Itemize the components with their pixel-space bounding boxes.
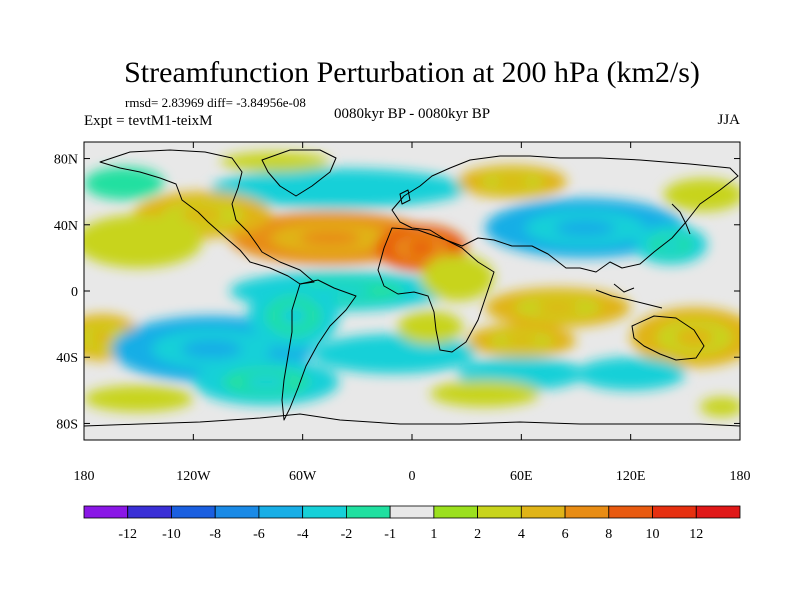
x-axis-ticks: 180 120W 60W 0 60E 120E 180 bbox=[74, 142, 751, 484]
stats-line: rmsd= 2.83969 diff= -3.84956e-08 bbox=[125, 95, 306, 110]
coast-uk bbox=[399, 189, 411, 205]
coast-indonesia bbox=[595, 283, 663, 309]
experiment-label: Expt = tevtM1-teixM bbox=[84, 113, 212, 129]
field-region-s-indian-pos-core bbox=[504, 335, 538, 346]
colorbar-label: 10 bbox=[646, 527, 660, 542]
colorbar-swatch bbox=[520, 505, 566, 519]
field-region-ne-pacific-pos bbox=[84, 214, 203, 268]
field-layer bbox=[84, 151, 740, 417]
colorbar-label: 2 bbox=[474, 527, 481, 542]
coast-north-america bbox=[99, 149, 315, 285]
colorbar-label: -12 bbox=[118, 527, 137, 542]
field-region-n-america-pos-core bbox=[181, 207, 224, 222]
colorbar-label: 8 bbox=[605, 527, 612, 542]
colorbar-swatch bbox=[83, 505, 129, 519]
x-tick-label: 180 bbox=[74, 469, 95, 484]
map-area bbox=[84, 142, 740, 440]
x-tick-label: 120E bbox=[616, 469, 646, 484]
field-region-s-atlantic-neg bbox=[311, 334, 476, 374]
colorbar-swatch bbox=[652, 505, 697, 519]
field-region-s-pacific-neg-core bbox=[181, 339, 242, 359]
colorbar-swatch bbox=[302, 505, 347, 519]
field-region-s-africa-pos bbox=[397, 310, 464, 344]
coast-south-america bbox=[281, 279, 357, 421]
colorbar-label: 6 bbox=[562, 527, 569, 542]
y-tick-label: 40S bbox=[56, 351, 78, 366]
colorbar-swatch bbox=[695, 505, 741, 519]
colorbar-swatch bbox=[345, 505, 391, 519]
colorbar-swatch bbox=[389, 505, 435, 519]
period-label: 0080kyr BP - 0080kyr BP bbox=[334, 106, 490, 122]
field-region-ne-asia-pos bbox=[663, 178, 740, 212]
field-region-antarctic-pos bbox=[430, 380, 540, 407]
colorbar: -12 -10 -8 -6 -4 -2 -1 1 2 4 6 8 10 12 bbox=[83, 505, 741, 542]
field-region-n-pacific-neg-arc bbox=[84, 166, 165, 200]
colorbar-swatch bbox=[433, 505, 479, 519]
y-axis-ticks: 80N 40N 0 40S 80S bbox=[54, 153, 740, 432]
season-label: JJA bbox=[717, 112, 740, 128]
x-tick-label: 120W bbox=[176, 469, 211, 484]
colorbar-label: 4 bbox=[518, 527, 525, 542]
field-region-s-pacific-neg-2-core bbox=[244, 375, 289, 390]
field-region-s-pacific-w-pos-core bbox=[90, 330, 115, 345]
colorbar-swatch bbox=[608, 505, 653, 519]
x-tick-label: 180 bbox=[730, 469, 751, 484]
y-tick-label: 80N bbox=[54, 153, 78, 168]
colorbar-label: -2 bbox=[341, 527, 353, 542]
colorbar-swatch bbox=[171, 505, 216, 519]
coast-greenland bbox=[261, 149, 337, 197]
field-region-s-america-neg-core bbox=[279, 305, 308, 326]
colorbar-label: -8 bbox=[209, 527, 221, 542]
field-region-africa-e-pos bbox=[421, 254, 494, 301]
colorbar-label: -1 bbox=[384, 527, 396, 542]
x-tick-label: 60E bbox=[510, 469, 533, 484]
field-region-aus-s-neg bbox=[576, 357, 686, 391]
colorbar-label: -6 bbox=[253, 527, 265, 542]
field-region-n-africa-pos-core bbox=[407, 241, 435, 255]
coast-australia bbox=[631, 315, 705, 361]
x-tick-label: 60W bbox=[289, 469, 317, 484]
coast-japan bbox=[671, 203, 691, 235]
field-region-siberia-pos-core bbox=[495, 176, 529, 187]
coast-africa bbox=[377, 227, 495, 353]
y-tick-label: 80S bbox=[56, 417, 78, 432]
colorbar-swatch bbox=[564, 505, 610, 519]
field-region-w-pacific-s-pos-core bbox=[675, 328, 714, 347]
field-region-far-e-pacific-pos bbox=[699, 396, 740, 417]
field-region-w-pacific-neg-core bbox=[659, 238, 682, 251]
colorbar-swatch bbox=[214, 505, 260, 519]
y-tick-label: 40N bbox=[54, 219, 78, 234]
colorbar-swatch bbox=[258, 505, 304, 519]
field-region-asia-neg-core bbox=[555, 219, 616, 238]
colorbar-label: 1 bbox=[430, 527, 437, 542]
field-region-antarctic-pos-w bbox=[84, 385, 194, 412]
coastlines bbox=[84, 149, 740, 427]
field-region-arctic-pos-left bbox=[220, 151, 330, 172]
coast-antarctica bbox=[84, 413, 740, 427]
chart-title: Streamfunction Perturbation at 200 hPa (… bbox=[124, 56, 700, 89]
colorbar-label: 12 bbox=[689, 527, 703, 542]
x-tick-label: 0 bbox=[409, 469, 416, 484]
y-tick-label: 0 bbox=[71, 285, 78, 300]
coast-europe bbox=[391, 155, 739, 273]
field-region-indian-ocean-pos-core bbox=[535, 301, 580, 314]
colorbar-label: -4 bbox=[297, 527, 309, 542]
colorbar-label: -10 bbox=[162, 527, 181, 542]
colorbar-swatch bbox=[477, 505, 522, 519]
field-region-arctic-neg-arc bbox=[211, 168, 467, 209]
field-region-n-atlantic-pos-core bbox=[299, 230, 361, 246]
colorbar-swatch bbox=[127, 505, 172, 519]
